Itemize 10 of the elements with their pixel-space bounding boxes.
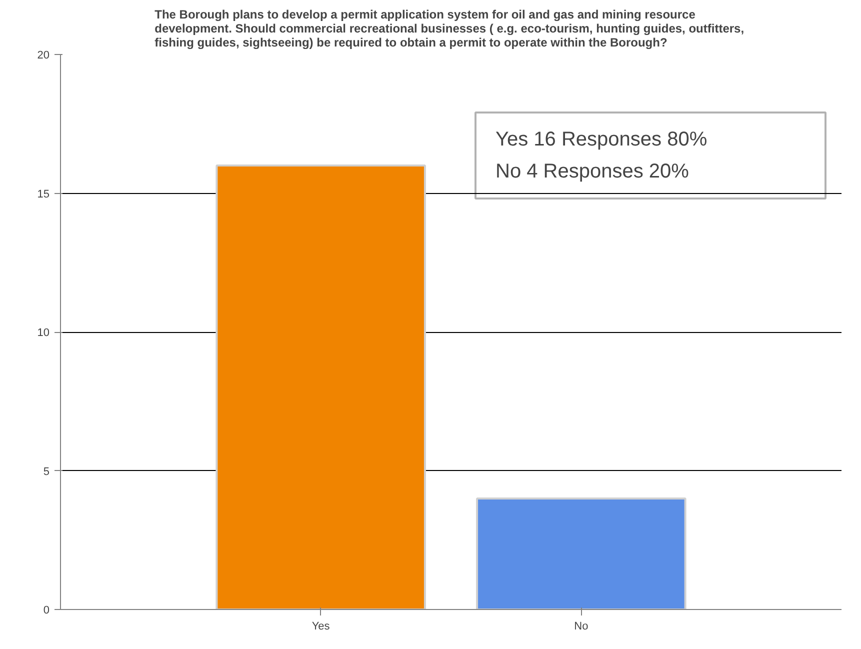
y-tick-label: 20 xyxy=(37,50,50,62)
y-tick-label: 0 xyxy=(43,604,50,616)
annotation: Yes 16 Responses 80% xyxy=(496,128,708,150)
y-tick-label: 5 xyxy=(43,466,50,478)
x-tick-label: Yes xyxy=(312,620,330,632)
y-tick-label: 15 xyxy=(37,188,50,200)
x-tick-label: No xyxy=(574,620,588,632)
y-tick-label: 10 xyxy=(37,327,50,339)
annotation: No 4 Responses 20% xyxy=(496,160,690,182)
chart-title: The Borough plans to develop a permit application system for oil and gas and mining resource development. Should commercial recreational businesses ( e.g. eco-tourism, hunting guides, outfitters, fishing guides, sightseeing) be required to obtain a permit to operate within the Borough? xyxy=(154,8,744,50)
